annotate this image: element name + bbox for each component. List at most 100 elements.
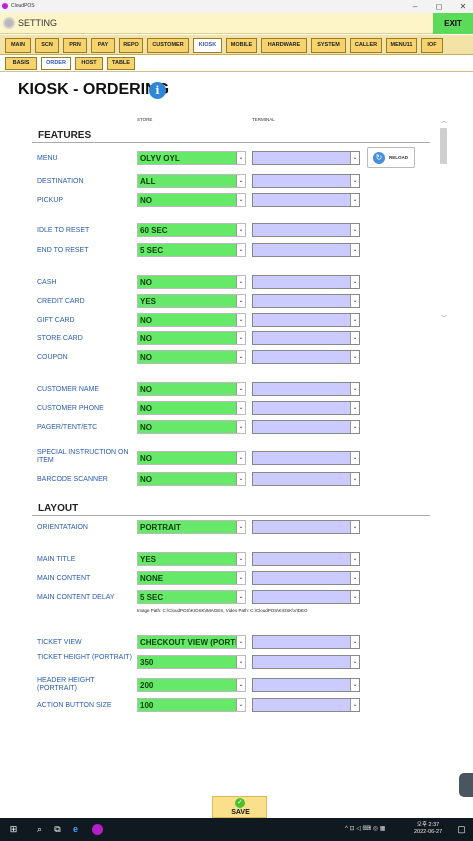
terminal-select[interactable]: ⌄ (252, 420, 360, 434)
reload-button[interactable]: ↻ RELOAD (367, 147, 415, 168)
store-select[interactable]: 100 ⌄ (137, 698, 246, 712)
setting-row-orientation: ORIENTATAION PORTRAIT ⌄ ⌄ (0, 520, 440, 534)
maximize-button[interactable]: ◻ (435, 2, 443, 11)
store-select[interactable]: PORTRAIT ⌄ (137, 520, 246, 534)
terminal-select[interactable]: ⌄ (252, 635, 360, 649)
tab-main[interactable]: MAIN (5, 38, 31, 53)
row-label: PICKUP (37, 197, 64, 204)
tab-system[interactable]: SYSTEM (311, 38, 346, 53)
store-select[interactable]: 5 SEC ⌄ (137, 243, 246, 257)
row-label: TICKET VIEW (37, 639, 82, 646)
tab-kiosk[interactable]: KIOSK (193, 38, 222, 53)
terminal-select[interactable]: ⌄ (252, 571, 360, 585)
tab-scn[interactable]: SCN (35, 38, 59, 53)
terminal-select[interactable]: ⌄ (252, 275, 360, 289)
tab-repo[interactable]: REPO (119, 38, 143, 53)
section-title: FEATURES (38, 130, 92, 141)
store-select[interactable]: NO ⌄ (137, 331, 246, 345)
tab-caller[interactable]: CALLER (350, 38, 382, 53)
terminal-select[interactable]: ⌄ (252, 678, 360, 692)
terminal-select[interactable]: ⌄ (252, 174, 360, 188)
store-value: 100 (140, 701, 154, 710)
windows-start-icon[interactable]: ⊞ (9, 824, 18, 834)
chevron-down-icon: ⌄ (350, 276, 359, 288)
save-button[interactable]: ✓ SAVE (212, 796, 267, 818)
store-select[interactable]: NO ⌄ (137, 472, 246, 486)
terminal-select[interactable]: ⌄ (252, 223, 360, 237)
gear-icon (3, 17, 15, 29)
taskbar-clock[interactable]: 오후 2:37 2022-06-27 (414, 822, 442, 836)
terminal-select[interactable]: ⌄ (252, 698, 360, 712)
search-icon[interactable]: ⌕ (36, 824, 43, 834)
setting-row-pickup: PICKUP NO ⌄ ⌄ (0, 193, 440, 207)
scroll-down-icon[interactable]: ﹀ (440, 316, 447, 322)
scroll-thumb[interactable] (440, 128, 447, 164)
terminal-select[interactable]: ⌄ (252, 590, 360, 604)
store-select[interactable]: 200 ⌄ (137, 678, 246, 692)
subtab-table[interactable]: TABLE (107, 57, 135, 70)
setting-row-action-button-size: ACTION BUTTON SIZE 100 ⌄ ⌄ (0, 698, 440, 712)
terminal-select[interactable]: ⌄ (252, 520, 360, 534)
store-select[interactable]: NONE ⌄ (137, 571, 246, 585)
tray-icons[interactable]: ^ ⊡ ◁ ⌨ ◎ ▦ (345, 826, 386, 832)
vertical-scrollbar[interactable]: ︿ ﹀ (439, 118, 449, 323)
store-select[interactable]: NO ⌄ (137, 451, 246, 465)
store-select[interactable]: NO ⌄ (137, 275, 246, 289)
tab-hardware[interactable]: HARDWARE (261, 38, 307, 53)
store-select[interactable]: NO ⌄ (137, 350, 246, 364)
terminal-select[interactable]: ⌄ (252, 552, 360, 566)
close-window-button[interactable]: ✕ (459, 2, 467, 11)
tab-menu11[interactable]: MENU11 (386, 38, 417, 53)
tab-pay[interactable]: PAY (91, 38, 115, 53)
subtab-host[interactable]: HOST (75, 57, 103, 70)
store-select[interactable]: 350 ⌄ (137, 655, 246, 669)
chevron-down-icon: ⌄ (350, 224, 359, 236)
store-select[interactable]: 60 SEC ⌄ (137, 223, 246, 237)
tab-iof[interactable]: IOF (421, 38, 443, 53)
subtab-basis[interactable]: BASIS (5, 57, 37, 70)
edge-icon[interactable]: e (72, 824, 78, 834)
notification-icon[interactable]: ▢ (457, 824, 466, 834)
store-select[interactable]: 5 SEC ⌄ (137, 590, 246, 604)
terminal-select[interactable]: ⌄ (252, 294, 360, 308)
info-icon[interactable]: i (149, 82, 166, 99)
side-drawer-handle[interactable] (459, 773, 473, 797)
store-select[interactable]: NO ⌄ (137, 193, 246, 207)
cloudpos-taskbar-icon[interactable] (92, 824, 103, 835)
terminal-select[interactable]: ⌄ (252, 655, 360, 669)
store-select[interactable]: NO ⌄ (137, 382, 246, 396)
terminal-select[interactable]: ⌄ (252, 193, 360, 207)
terminal-select[interactable]: ⌄ (252, 151, 360, 165)
row-label: MENU (37, 155, 58, 162)
terminal-select[interactable]: ⌄ (252, 401, 360, 415)
store-select[interactable]: OLYV OYL ⌄ (137, 151, 246, 165)
terminal-select[interactable]: ⌄ (252, 331, 360, 345)
chevron-down-icon: ⌄ (350, 351, 359, 363)
store-select[interactable]: CHECKOUT VIEW (PORTRAIT)⌄ (137, 635, 246, 649)
terminal-select[interactable]: ⌄ (252, 313, 360, 327)
store-select[interactable]: ALL ⌄ (137, 174, 246, 188)
store-select[interactable]: YES ⌄ (137, 294, 246, 308)
tab-mobile[interactable]: MOBILE (226, 38, 257, 53)
terminal-select[interactable]: ⌄ (252, 350, 360, 364)
setting-row-idle-to-reset: IDLE TO RESET 60 SEC ⌄ ⌄ (0, 223, 440, 237)
store-select[interactable]: NO ⌄ (137, 313, 246, 327)
store-select[interactable]: YES ⌄ (137, 552, 246, 566)
column-header-store: STORE (137, 117, 153, 122)
scroll-up-icon[interactable]: ︿ (440, 119, 447, 125)
terminal-select[interactable]: ⌄ (252, 451, 360, 465)
terminal-select[interactable]: ⌄ (252, 382, 360, 396)
store-select[interactable]: NO ⌄ (137, 420, 246, 434)
column-header-terminal: TERMINAL (252, 117, 275, 122)
task-view-icon[interactable]: ⧉ (54, 824, 61, 834)
exit-button[interactable]: EXIT (433, 13, 473, 34)
terminal-select[interactable]: ⌄ (252, 243, 360, 257)
minimize-button[interactable]: – (412, 2, 418, 11)
terminal-select[interactable]: ⌄ (252, 472, 360, 486)
tab-customer[interactable]: CUSTOMER (147, 38, 189, 53)
subtab-order[interactable]: ORDER (41, 57, 71, 70)
row-label: IDLE TO RESET (37, 227, 90, 234)
chevron-down-icon: ⌄ (236, 452, 245, 464)
tab-prn[interactable]: PRN (63, 38, 87, 53)
store-select[interactable]: NO ⌄ (137, 401, 246, 415)
